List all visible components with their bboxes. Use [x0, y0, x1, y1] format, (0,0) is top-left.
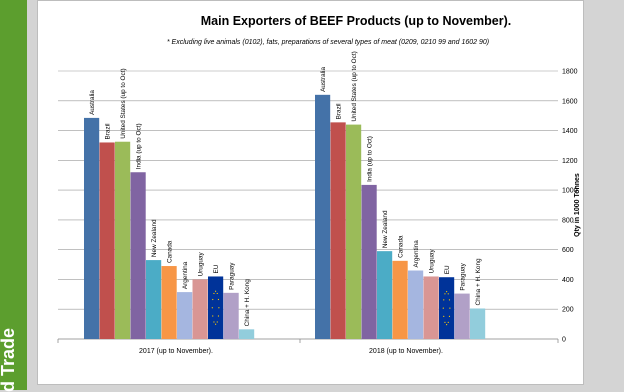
eu-star — [444, 293, 446, 295]
bar-uruguay-1 — [192, 279, 208, 339]
eu-star — [216, 292, 218, 295]
bar-canada-2 — [392, 260, 408, 339]
bar-label-brazil: Brazil — [105, 123, 112, 139]
bar-label-canada: Canada — [167, 240, 174, 263]
bar-label-argentina: Argentina — [182, 261, 189, 289]
sidebar-green-band: d Trade — [0, 0, 27, 392]
bar-eu-1 — [208, 276, 224, 339]
y-tick-label: 1400 — [562, 128, 578, 135]
bar-label-china-h-kong: China + H. Kong — [475, 258, 482, 306]
bar-brazil-1 — [99, 142, 115, 339]
bar-united-states-up-to-oct-1 — [115, 141, 131, 339]
y-tick-label: 1000 — [562, 188, 578, 195]
bar-label-eu: EU — [444, 265, 451, 274]
eu-star — [448, 315, 451, 317]
eu-star — [444, 321, 446, 323]
eu-star — [446, 291, 448, 293]
bar-label-united-states-up-to-oct: United States (up to Oct) — [120, 68, 127, 138]
bar-india-up-to-oct-2 — [361, 184, 377, 339]
bar-eu-2 — [439, 277, 455, 339]
beef-exporters-chart: Main Exporters of BEEF Products (up to N… — [57, 14, 581, 355]
bar-brazil-2 — [330, 122, 346, 339]
eu-star — [443, 315, 445, 317]
eu-star — [212, 315, 214, 317]
sidebar-vertical-text: d Trade — [0, 327, 18, 392]
bar-united-states-up-to-oct-2 — [346, 124, 362, 339]
eu-star — [217, 298, 220, 301]
bar-india-up-to-oct-1 — [130, 172, 146, 339]
y-tick-label: 0 — [562, 337, 566, 344]
y-tick-label: 1200 — [562, 158, 578, 165]
eu-star — [215, 290, 217, 292]
bar-australia-2 — [315, 94, 331, 339]
eu-star — [443, 299, 445, 301]
bar-uruguay-2 — [423, 276, 439, 339]
bar-paraguay-1 — [223, 292, 239, 339]
bar-label-united-states-up-to-oct: United States (up to Oct) — [351, 51, 358, 121]
bar-label-australia: Australia — [89, 90, 96, 115]
chart-panel: Main Exporters of BEEF Products (up to N… — [37, 0, 584, 385]
bar-china-h-kong-2 — [470, 308, 486, 339]
bar-australia-1 — [84, 117, 100, 340]
bar-label-australia: Australia — [320, 67, 327, 92]
bar-label-india-up-to-oct: India (up to Oct) — [367, 136, 374, 182]
axes: 0 200 400 600 800 1000 1200 1400 1600 1800 2017 (u… — [57, 69, 578, 355]
y-axis-label: Qty in 1000 Tonnes — [574, 173, 581, 237]
bar-new-zealand-1 — [146, 260, 162, 339]
eu-star — [213, 292, 215, 295]
bar-label-uruguay: Uruguay — [429, 249, 436, 274]
eu-star — [216, 321, 218, 323]
y-tick-label: 1800 — [562, 69, 578, 76]
chart-subtitle: * Excluding live animals (0102), fats, p… — [167, 39, 489, 46]
eu-star — [447, 293, 449, 295]
x-group-label: 2018 (up to November). — [369, 348, 443, 355]
x-group-label: 2017 (up to November). — [139, 348, 213, 355]
eu-star — [215, 323, 217, 325]
bar-label-paraguay: Paraguay — [460, 262, 467, 290]
y-tick-label: 600 — [562, 247, 574, 254]
bar-label-paraguay: Paraguay — [229, 262, 236, 290]
bar-argentina-2 — [408, 270, 424, 339]
bar-china-h-kong-1 — [239, 329, 255, 339]
bar-label-brazil: Brazil — [336, 103, 343, 119]
bar-argentina-1 — [177, 292, 193, 339]
eu-star — [213, 321, 215, 323]
eu-star — [212, 298, 214, 301]
bar-canada-1 — [161, 266, 177, 339]
eu-star — [446, 324, 448, 326]
bar-new-zealand-2 — [377, 251, 393, 339]
eu-star — [218, 307, 220, 309]
bar-labels: Australia Brazil United States (up to Oct)… — [89, 51, 482, 326]
y-tick-label: 1600 — [562, 98, 578, 105]
y-tick-label: 200 — [562, 307, 574, 314]
bar-label-china-h-kong: China + H. Kong — [244, 279, 251, 327]
eu-star — [217, 315, 220, 317]
bar-paraguay-2 — [454, 293, 470, 339]
bars — [84, 94, 486, 340]
bar-label-eu: EU — [213, 264, 220, 273]
bar-label-canada: Canada — [398, 235, 405, 258]
chart-title: Main Exporters of BEEF Products (up to N… — [201, 14, 511, 28]
eu-star — [448, 299, 451, 301]
eu-star — [442, 307, 444, 309]
bar-label-uruguay: Uruguay — [198, 251, 205, 276]
y-tick-label: 400 — [562, 277, 574, 284]
bar-label-new-zealand: New Zealand — [151, 219, 158, 257]
eu-star — [447, 321, 449, 323]
bar-label-new-zealand: New Zealand — [382, 210, 389, 248]
bar-label-argentina: Argentina — [413, 240, 420, 268]
bar-label-india-up-to-oct: India (up to Oct) — [136, 123, 143, 169]
eu-star — [211, 307, 213, 309]
eu-star — [449, 307, 451, 309]
y-tick-label: 800 — [562, 217, 574, 224]
